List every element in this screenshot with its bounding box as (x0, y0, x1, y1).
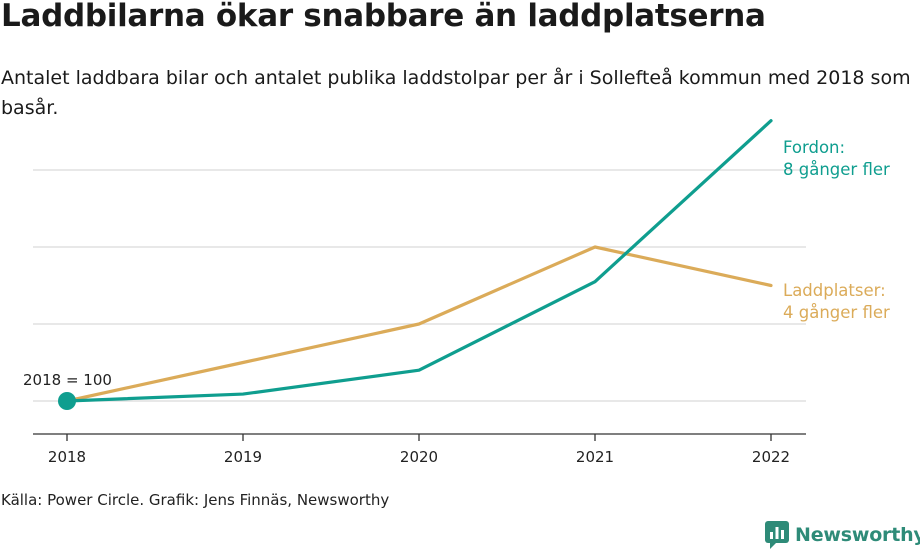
series-label-laddplatser-name: Laddplatser: (783, 281, 886, 300)
newsworthy-logo-icon (765, 521, 789, 549)
line-chart: 2018 2019 2020 2021 2022 2018 = 100 Laddplats… (23, 119, 890, 466)
newsworthy-logo: Newsworthy (765, 520, 920, 550)
series-line-laddplatser (65, 245, 773, 403)
series-labels: 2018 = 100 Laddplatser: 4 gånger fler Fordo… (23, 138, 890, 389)
series-label-laddplatser-value: 4 gånger fler (783, 303, 890, 322)
x-tick-label: 2022 (752, 448, 790, 466)
x-tick-label: 2020 (400, 448, 438, 466)
x-tick-label: 2019 (224, 448, 262, 466)
base-annotation: 2018 = 100 (23, 371, 112, 389)
series-lines (58, 119, 773, 410)
chart-title: Laddbilarna ökar snabbare än laddplatser… (1, 0, 766, 34)
source-note: Källa: Power Circle. Grafik: Jens Finnäs… (1, 491, 390, 509)
brand-name: Newsworthy (795, 524, 920, 546)
x-tick-label: 2018 (48, 448, 86, 466)
series-label-fordon-name: Fordon: (783, 138, 845, 157)
base-year-marker (58, 392, 76, 410)
x-tick-label: 2021 (576, 448, 614, 466)
series-line-fordon (65, 119, 773, 403)
series-label-fordon-value: 8 gånger fler (783, 160, 890, 179)
x-axis-ticks: 2018 2019 2020 2021 2022 (48, 434, 790, 466)
chart-subtitle: Antalet laddbara bilar och antalet publi… (1, 67, 911, 119)
gridlines (33, 169, 806, 402)
